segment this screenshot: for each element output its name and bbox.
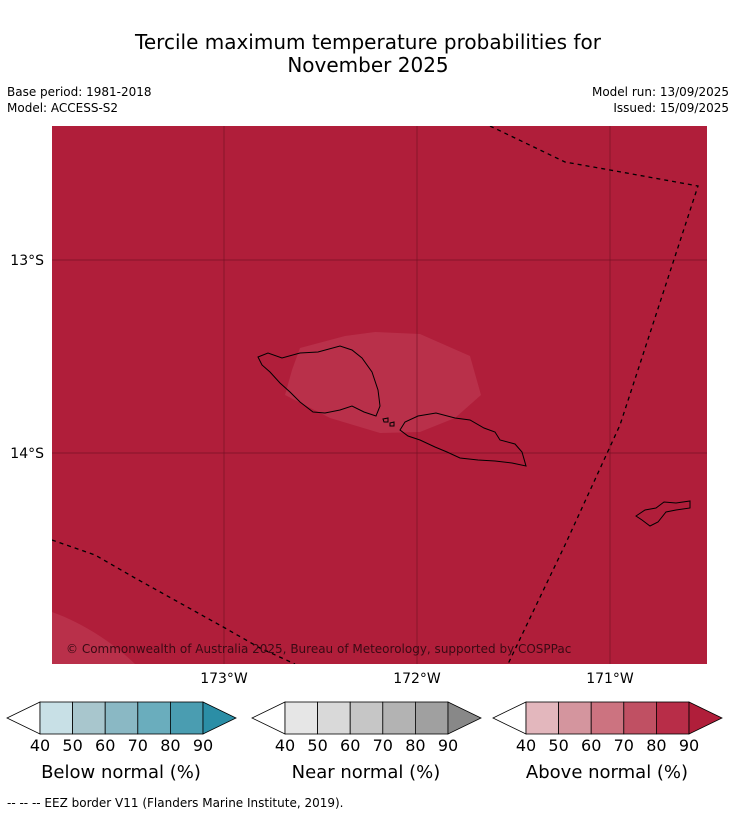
apolima-islet bbox=[389, 421, 395, 427]
colorbar-above: 40 50 60 70 80 90 Above normal (%) bbox=[492, 701, 723, 783]
colorbar-above-under-arrow bbox=[492, 701, 527, 735]
issued-date: Issued: 15/09/2025 bbox=[613, 101, 729, 115]
axis-labels: 13°S 14°S 173°W 172°W 171°W bbox=[10, 253, 634, 687]
manono-islet bbox=[382, 417, 389, 423]
title-line-2: November 2025 bbox=[287, 53, 449, 77]
colorbar-near-under-arrow bbox=[251, 701, 286, 735]
colorbar-near-swatch bbox=[317, 701, 351, 735]
colorbar-below-under-arrow bbox=[6, 701, 41, 735]
colorbar-near-tick-label: 50 bbox=[307, 736, 327, 755]
colorbar-near-tick-label: 80 bbox=[405, 736, 425, 755]
model-run: Model run: 13/09/2025 bbox=[591, 85, 729, 99]
meta-right: Model run: 13/09/2025 Issued: 15/09/2025 bbox=[592, 84, 729, 116]
colorbar-above-tick-label: 40 bbox=[516, 736, 536, 755]
colorbar-near-swatch bbox=[382, 701, 416, 735]
meta-left: Base period: 1981-2018 Model: ACCESS-S2 bbox=[7, 84, 152, 116]
savaii-island bbox=[257, 345, 381, 417]
map-panel: © Commonwealth of Australia 2025, Bureau… bbox=[52, 126, 707, 664]
colorbar-above-swatch bbox=[525, 701, 559, 735]
colorbar-above-over-arrow bbox=[688, 701, 723, 735]
model-name: Model: ACCESS-S2 bbox=[7, 101, 119, 115]
colorbar-near-swatch bbox=[284, 701, 318, 735]
graticule bbox=[52, 126, 707, 664]
colorbar-above-swatch bbox=[590, 701, 625, 735]
colorbar-above-tick-label: 70 bbox=[614, 736, 634, 755]
colorbar-above-swatch bbox=[623, 701, 657, 735]
tutuila-island bbox=[635, 500, 691, 527]
colorbar-near-title: Near normal (%) bbox=[292, 762, 441, 783]
colorbar-above-tick-label: 80 bbox=[646, 736, 666, 755]
colorbar-near-tick-label: 60 bbox=[340, 736, 360, 755]
colorbar-above-title: Above normal (%) bbox=[526, 762, 688, 783]
colorbar-below-title: Below normal (%) bbox=[41, 762, 201, 783]
colorbar-below-tick-label: 80 bbox=[160, 736, 180, 755]
colorbar-below-swatch bbox=[39, 701, 73, 735]
colorbar-below-swatch bbox=[169, 701, 204, 735]
colorbar-above-tick-label: 50 bbox=[548, 736, 568, 755]
copyright-text: © Commonwealth of Australia 2025, Bureau… bbox=[66, 642, 571, 656]
colorbar-below-over-arrow bbox=[202, 701, 237, 735]
colorbar-near-over-arrow bbox=[447, 701, 482, 735]
title-line-1: Tercile maximum temperature probabilitie… bbox=[135, 30, 601, 54]
colorbar-below-tick-label: 90 bbox=[193, 736, 213, 755]
colorbar-below-tick-label: 60 bbox=[95, 736, 115, 755]
colorbar-below-tick-label: 40 bbox=[30, 736, 50, 755]
lon-label-171w: 171°W bbox=[586, 671, 634, 687]
lat-label-14s: 14°S bbox=[10, 446, 44, 462]
chart-title: Tercile maximum temperature probabilitie… bbox=[0, 31, 736, 77]
colorbar-near: 40 50 60 70 80 90 Near normal (%) bbox=[251, 701, 482, 783]
lon-label-172w: 172°W bbox=[393, 671, 441, 687]
eez-border-east bbox=[489, 126, 699, 664]
colorbar-above-tick-label: 90 bbox=[679, 736, 699, 755]
colorbar-below: 40 50 60 70 80 90 Below normal (%) bbox=[6, 701, 237, 783]
colorbar-below-swatch bbox=[104, 701, 139, 735]
eez-border bbox=[52, 126, 699, 664]
colorbar-near-swatch bbox=[349, 701, 384, 735]
lower-probability-area bbox=[285, 332, 481, 433]
colorbar-near-swatch bbox=[414, 701, 449, 735]
eez-border-southwest bbox=[52, 539, 296, 664]
colorbar-above-tick-label: 60 bbox=[581, 736, 601, 755]
colorbar-near-tick-label: 40 bbox=[275, 736, 295, 755]
colorbar-below-swatch bbox=[72, 701, 106, 735]
colorbar-near-tick-label: 70 bbox=[373, 736, 393, 755]
eez-footnote: -- -- -- EEZ border V11 (Flanders Marine… bbox=[7, 796, 344, 810]
lon-label-173w: 173°W bbox=[200, 671, 248, 687]
colorbar-below-tick-label: 70 bbox=[128, 736, 148, 755]
colorbar-near-tick-label: 90 bbox=[438, 736, 458, 755]
colorbar-below-tick-label: 50 bbox=[62, 736, 82, 755]
colorbar-below-swatch bbox=[137, 701, 171, 735]
lower-probability-area bbox=[52, 612, 135, 664]
base-period: Base period: 1981-2018 bbox=[7, 85, 152, 99]
lat-label-13s: 13°S bbox=[10, 253, 44, 269]
colorbar-above-swatch bbox=[655, 701, 690, 735]
upolu-island bbox=[399, 412, 527, 467]
colorbar-above-swatch bbox=[558, 701, 592, 735]
